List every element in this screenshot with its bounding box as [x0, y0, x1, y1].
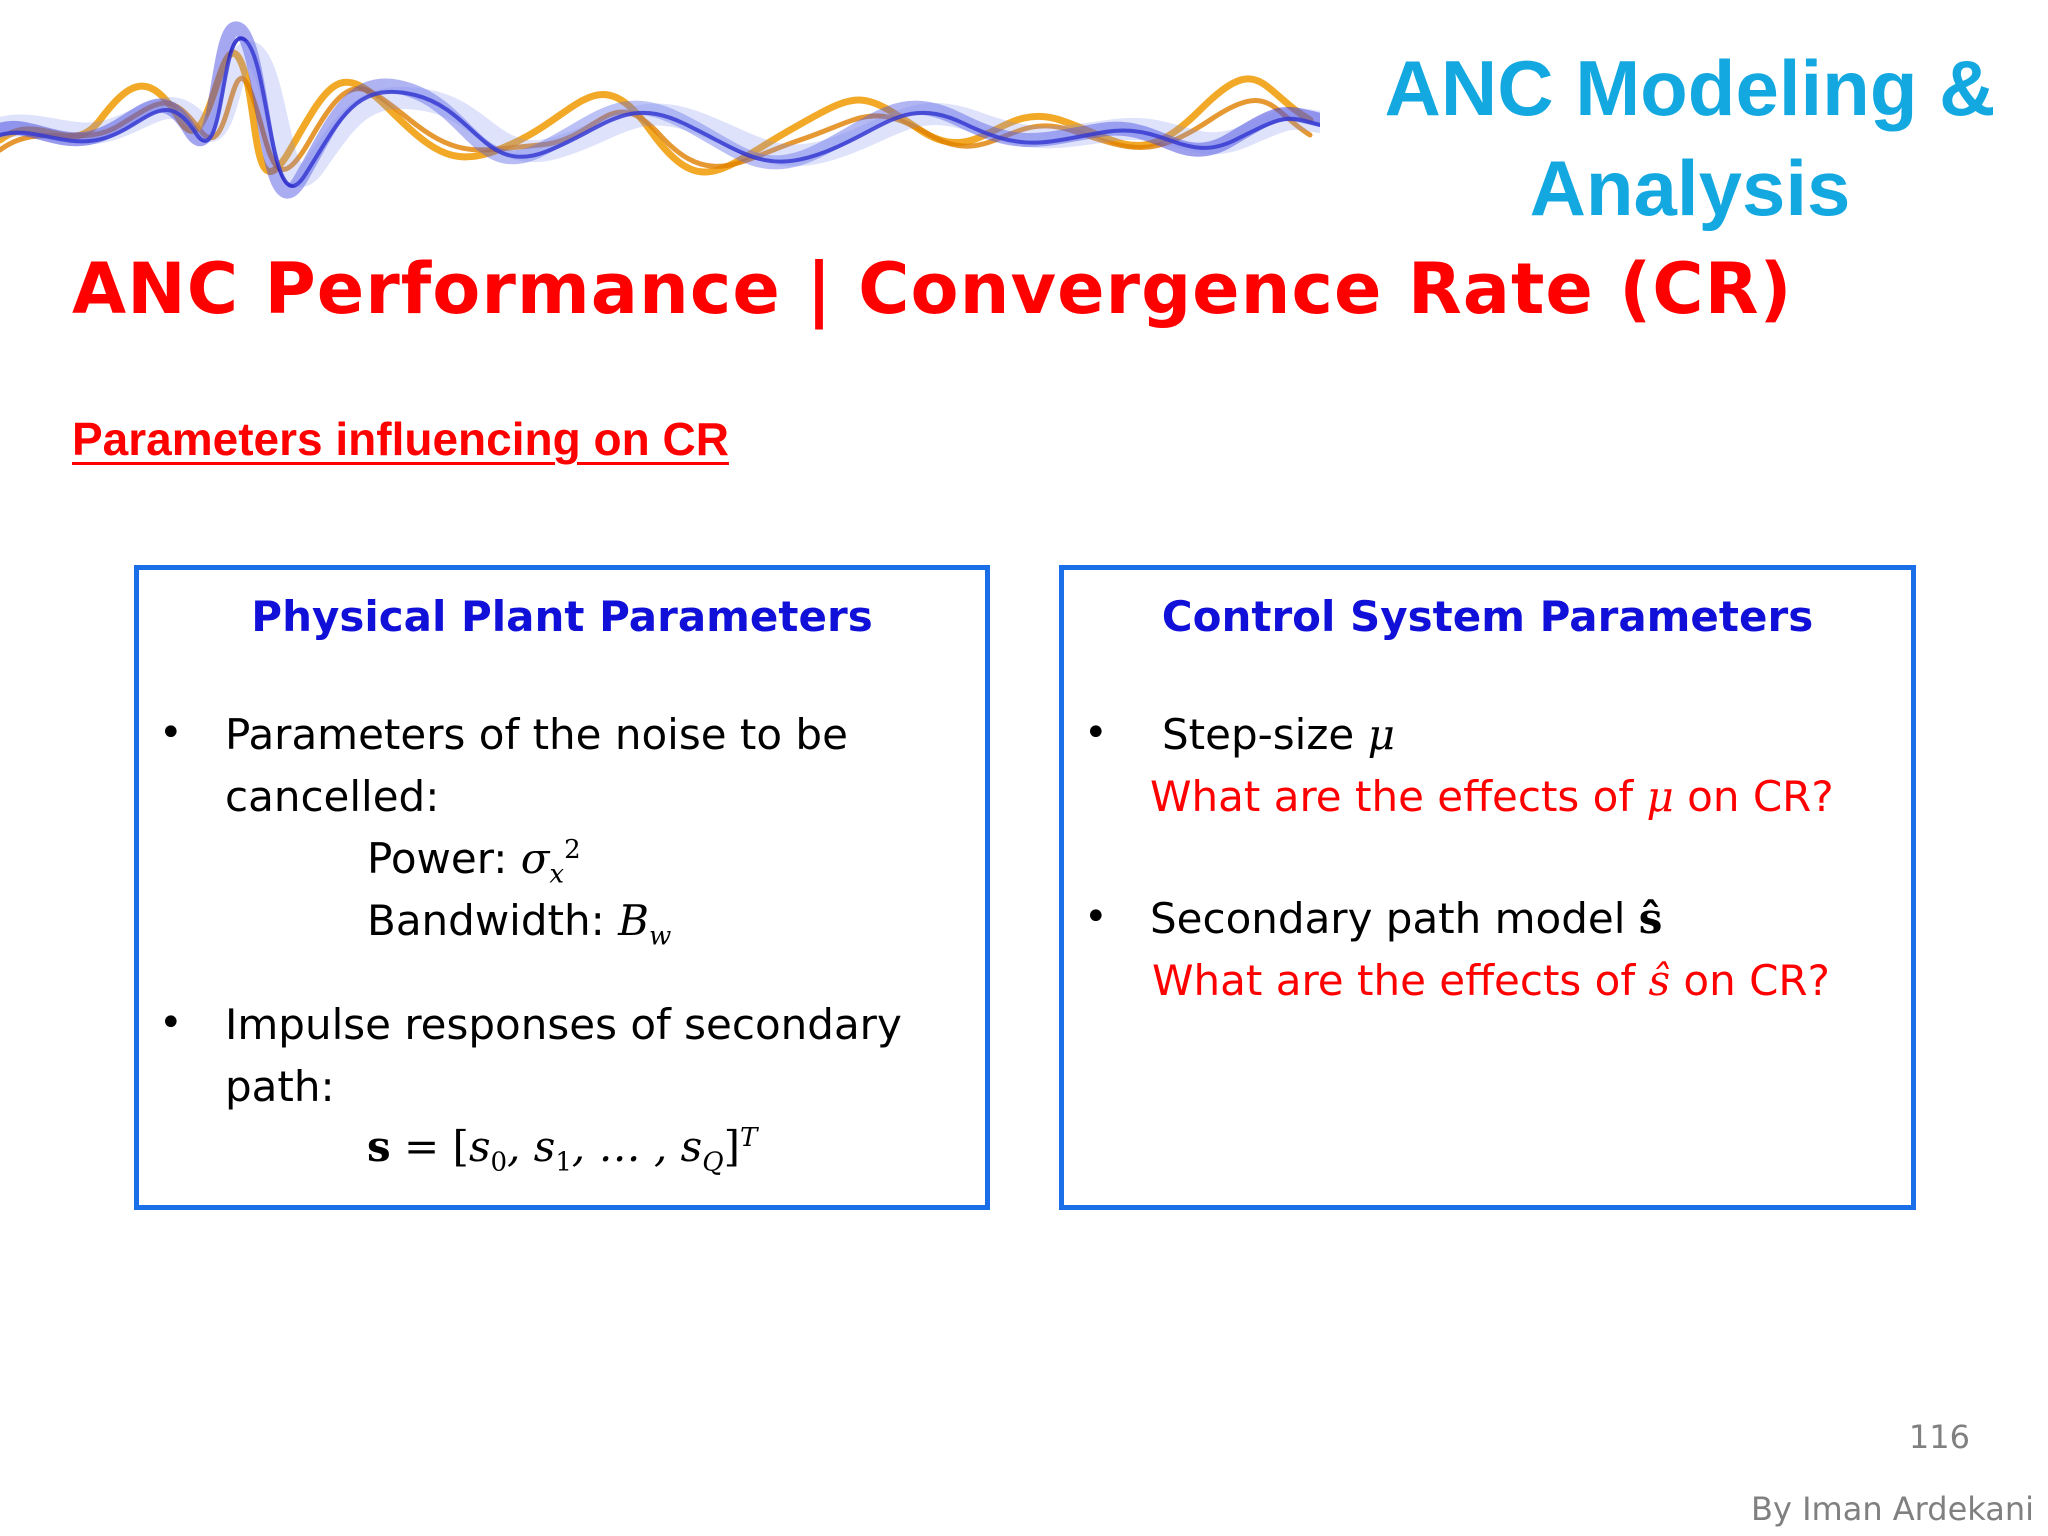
course-title: ANC Modeling & Analysis: [1360, 38, 2020, 238]
mu-question: What are the effects of μ on CR?: [1150, 772, 1834, 821]
noise-params-line2: cancelled:: [225, 772, 440, 821]
bandwidth-formula: Bw: [618, 896, 672, 952]
control-system-title: Control System Parameters: [1161, 592, 1814, 641]
subheading: Parameters influencing on CR: [72, 413, 729, 465]
power-label: Power:: [367, 834, 521, 883]
impulse-line2: path:: [225, 1062, 335, 1111]
physical-plant-title: Physical Plant Parameters: [251, 592, 873, 641]
s-hat-question-suffix: on CR?: [1670, 956, 1830, 1005]
bullet-icon: •: [1084, 710, 1108, 756]
secondary-model-label: Secondary path model: [1150, 894, 1639, 943]
s-hat-question: What are the effects of ŝ on CR?: [1152, 956, 1830, 1005]
s-hat-question-prefix: What are the effects of: [1152, 956, 1649, 1005]
power-formula: σx2: [520, 834, 581, 890]
course-title-line2: Analysis: [1529, 144, 1851, 232]
impulse-line1: Impulse responses of secondary: [225, 1000, 902, 1049]
bullet-icon: •: [159, 1000, 183, 1046]
s-hat-symbol: ŝ: [1648, 956, 1671, 1005]
impulse-vector-formula: s = [s0, s1, … , sQ]T: [367, 1122, 758, 1178]
bullet-icon: •: [1084, 894, 1108, 940]
course-title-line1: ANC Modeling &: [1384, 44, 1996, 132]
bullet-icon: •: [159, 710, 183, 756]
control-system-box: Control System Parameters • Step-size μ …: [1059, 565, 1916, 1210]
slide-title: ANC Performance | Convergence Rate (CR): [72, 248, 1793, 330]
power-line: Power: σx2: [367, 834, 581, 889]
bandwidth-label: Bandwidth:: [367, 896, 619, 945]
step-size-line: Step-size μ: [1162, 710, 1395, 759]
page-number: 116: [1908, 1418, 1970, 1456]
mu-symbol: μ: [1367, 710, 1395, 759]
sound-wave-banner: [0, 21, 1320, 199]
mu-question-suffix: on CR?: [1673, 772, 1834, 821]
noise-params-line1: Parameters of the noise to be: [225, 710, 848, 759]
mu-symbol: μ: [1646, 772, 1674, 821]
bandwidth-line: Bandwidth: Bw: [367, 896, 671, 951]
s-hat-bold-symbol: ŝ: [1638, 894, 1663, 943]
mu-question-prefix: What are the effects of: [1150, 772, 1647, 821]
step-size-label: Step-size: [1162, 710, 1368, 759]
physical-plant-box: Physical Plant Parameters • Parameters o…: [134, 565, 990, 1210]
author-credit: By Iman Ardekani: [1751, 1490, 2034, 1528]
secondary-model-line: Secondary path model ŝ: [1150, 894, 1662, 943]
